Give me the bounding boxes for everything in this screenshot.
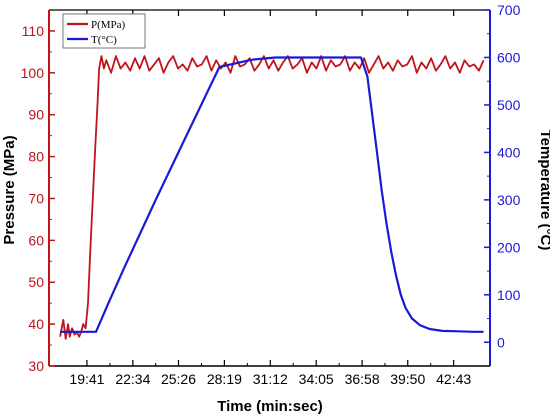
x-tick-label: 42:43: [436, 371, 471, 387]
left-tick-label: 60: [28, 232, 44, 248]
x-tick-label: 34:05: [299, 371, 334, 387]
series-line-1: [60, 56, 484, 333]
right-tick-label: 400: [497, 144, 521, 160]
x-tick-label: 36:58: [345, 371, 380, 387]
right-axis: 0 100 200 300 400 500 600 700: [484, 2, 521, 366]
x-tick-label: 25:26: [161, 371, 196, 387]
bottom-axis: 19:41 22:34 25:26 28:19 31:12 34:05 36:58 39:50…: [69, 10, 471, 387]
right-tick-label: 600: [497, 49, 521, 65]
right-tick-label: 200: [497, 239, 521, 255]
left-tick-label: 30: [28, 358, 44, 374]
x-tick-label: 39:50: [390, 371, 425, 387]
legend: P(MPa) T(°C): [62, 13, 146, 49]
left-tick-label: 110: [22, 23, 45, 39]
left-tick-label: 50: [28, 274, 44, 290]
x-tick-label: 31:12: [253, 371, 288, 387]
series-line-0: [59, 55, 485, 340]
legend-label-0: P(MPa): [91, 19, 126, 31]
x-axis-title: Time (min:sec): [217, 398, 323, 415]
pressure-series: [59, 55, 485, 340]
left-tick-label: 70: [28, 190, 44, 206]
left-axis: 30 40 50 60 70 80 90 100 110: [21, 10, 55, 374]
left-tick-label: 40: [28, 316, 44, 332]
legend-label-1: T(°C): [91, 34, 117, 46]
left-tick-label: 100: [21, 65, 45, 81]
legend-box: [62, 13, 146, 49]
temperature-series: [60, 56, 484, 333]
x-tick-label: 28:19: [207, 371, 242, 387]
left-tick-label: 90: [28, 107, 44, 123]
x-tick-label: 22:34: [115, 371, 150, 387]
x-tick-label: 19:41: [69, 371, 104, 387]
left-tick-label: 80: [28, 149, 44, 165]
right-tick-label: 0: [497, 334, 505, 350]
right-tick-label: 100: [497, 287, 521, 303]
right-tick-label: 300: [497, 192, 521, 208]
plot-frame: [49, 9, 490, 367]
y-axis-title-right: Temperature (°C): [537, 130, 550, 251]
right-tick-label: 500: [497, 97, 521, 113]
y-axis-title-left: Pressure (MPa): [1, 135, 18, 244]
right-tick-label: 700: [497, 2, 521, 18]
